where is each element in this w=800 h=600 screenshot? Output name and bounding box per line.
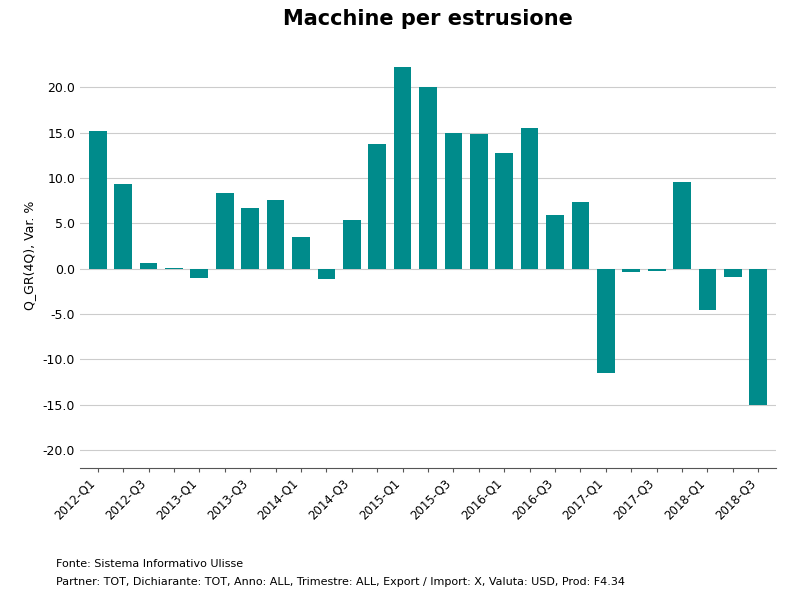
Bar bbox=[445, 133, 462, 269]
Bar bbox=[114, 184, 132, 269]
Bar bbox=[673, 182, 691, 269]
Bar bbox=[368, 145, 386, 269]
Bar bbox=[394, 67, 411, 269]
Bar bbox=[521, 128, 538, 269]
Bar bbox=[419, 88, 437, 269]
Bar bbox=[648, 269, 666, 271]
Bar bbox=[165, 268, 183, 269]
Bar bbox=[470, 134, 488, 269]
Bar bbox=[495, 154, 513, 269]
Bar bbox=[571, 202, 590, 269]
Bar bbox=[266, 200, 285, 269]
Text: Partner: TOT, Dichiarante: TOT, Anno: ALL, Trimestre: ALL, Export / Import: X, V: Partner: TOT, Dichiarante: TOT, Anno: AL… bbox=[56, 577, 625, 587]
Bar bbox=[724, 269, 742, 277]
Y-axis label: Q_GR(4Q), Var. %: Q_GR(4Q), Var. % bbox=[23, 200, 36, 310]
Title: Macchine per estrusione: Macchine per estrusione bbox=[283, 10, 573, 29]
Bar bbox=[89, 131, 106, 269]
Bar bbox=[242, 208, 259, 269]
Bar bbox=[343, 220, 361, 269]
Bar bbox=[622, 269, 640, 272]
Bar bbox=[546, 215, 564, 269]
Text: Fonte: Sistema Informativo Ulisse: Fonte: Sistema Informativo Ulisse bbox=[56, 559, 243, 569]
Bar bbox=[190, 269, 208, 278]
Bar bbox=[597, 269, 614, 373]
Bar bbox=[292, 237, 310, 269]
Bar bbox=[318, 269, 335, 280]
Bar bbox=[216, 193, 234, 269]
Bar bbox=[698, 269, 716, 310]
Bar bbox=[750, 269, 767, 406]
Bar bbox=[140, 263, 158, 269]
